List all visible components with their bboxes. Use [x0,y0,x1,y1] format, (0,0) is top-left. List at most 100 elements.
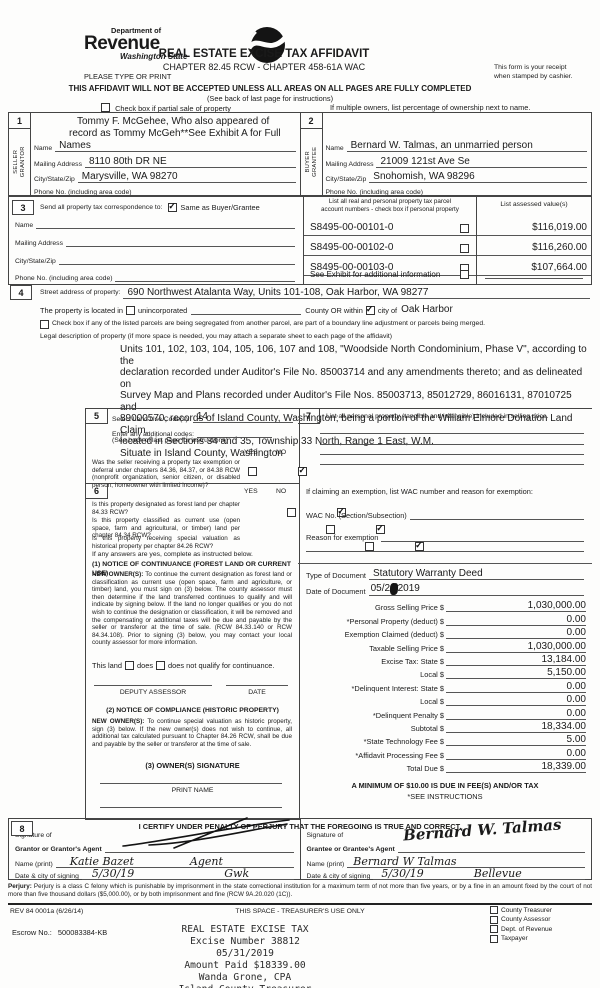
assessed-row: $107,664.00 [477,253,591,276]
partial-sale-label: Check box if partial sale of property [115,104,231,113]
q2-yes-checkbox [325,525,335,534]
legal-description-label: Legal description of property (if more s… [40,333,393,340]
date-of-document-row: Date of Document 05/212019 [306,582,584,596]
ink-overwrite: 1 [389,582,398,596]
buyer-strip: 2 BUYER GRANTEE [300,113,323,196]
land-does-not-checkbox [156,661,166,670]
grantee-signature-line [397,842,585,853]
seller-box: 1 SELLER GRANTOR Tommy F. McGehee, Who a… [9,113,300,196]
receipt-note: This form is your receipt when stamped b… [494,64,573,80]
type-of-document-value: Statutory Warranty Deed [372,568,483,579]
dor-logo: Department of Revenue Washington State [84,26,287,63]
grantor-signature-line [104,842,294,853]
notice-compliance-text: NEW OWNER(S): To continue special valuat… [92,718,292,748]
owner-signature-line [100,783,282,784]
yes-header: YES [244,449,258,456]
tax-row: Local $5,150.00 [420,667,586,680]
located-row: The property is located in unincorporate… [40,304,590,315]
grantee-name-print: Bernard W Talmas [353,855,457,868]
treasurer-space-label: THIS SPACE - TREASURER'S USE ONLY [235,908,365,915]
q2-no-checkbox [376,523,386,534]
owner-print-name-line [100,807,282,808]
q1: Is this property designated as forest la… [92,501,240,516]
grantor-signature-scrawl [119,816,294,850]
buyer-city-value: Snohomish, WA 98296 [373,171,475,182]
seller-name-line1: Tommy F. McGehee, Who also appeared of [77,116,270,127]
banner: THIS AFFIDAVIT WILL NOT BE ACCEPTED UNLE… [68,84,472,93]
routing-row: County Treasurer [490,906,552,914]
wac-blank [409,509,584,520]
grantee-signature-block: Signature of Grantee or Grantee's Agent … [299,815,592,880]
footer-rule [8,903,592,905]
tax-row: Gross Selling Price $1,030,000.00 [374,600,586,613]
seller-mailing-row: Mailing Address 8110 80th DR NE [34,156,296,168]
partial-sale-row: Check box if partial sale of property [98,103,231,113]
form-title: REAL ESTATE EXCISE TAX AFFIDAVIT [158,48,370,60]
wac-row: WAC No. (Section/Subsection) [306,509,584,520]
unincorporated-checkbox [125,306,135,315]
seller-city-value: Marysville, WA 98270 [81,171,178,182]
minimum-fee-note: A MINIMUM OF $10.00 IS DUE IN FEE(S) AND… [351,781,539,790]
reason-blank [381,531,584,542]
seller-name-value: Names [59,140,91,151]
grantor-date-signed: 5/30/19 [91,867,135,880]
tax-correspondence-section: 3 Send all property tax correspondence t… [8,195,592,285]
grantor-name-row: Name (print) Katie Bazet Agent [15,856,294,868]
grantor-city-signed: Gwk [224,867,250,880]
personal-property-column: 7 List all personal property (tangible a… [298,408,592,819]
city-of-value: Oak Harbor [401,304,453,315]
seller-mailing-value: 8110 80th DR NE [88,156,167,167]
corr-city-blank [58,254,295,265]
treasurer-stamp: REAL ESTATE EXCISE TAX Excise Number 388… [179,924,312,988]
section-4-number: 4 [10,285,32,300]
q3-yes-checkbox [364,542,374,551]
segregated-row: Check box if any of the listed parcels a… [40,320,590,329]
grantor-name-print: Katie Bazet [69,855,134,868]
legal-description: Units 101, 102, 103, 104, 105, 106, 107 … [120,344,587,459]
same-as-buyer-checkbox [168,201,178,212]
section-3-header: 3 Send all property tax correspondence t… [12,200,299,215]
buyer-box: 2 BUYER GRANTEE Name Bernard W. Talmas, … [299,113,592,196]
notice-continuance-text: NEW OWNER(S): To continue the current de… [92,571,292,647]
if-yes-note: If any answers are yes, complete as inst… [92,551,253,558]
see-back-note: (See back of last page for instructions) [112,437,228,444]
grantor-name-extra: Agent [189,855,223,868]
see-instructions-note: *SEE INSTRUCTIONS [407,792,483,801]
reason-row: Reason for exemption [306,531,584,542]
q5-no-checkbox [298,465,308,476]
land-does-checkbox [125,661,134,670]
assessed-blank [485,278,583,279]
county-treasurer-checkbox [490,906,498,914]
land-use-code: 14 [196,411,208,422]
print-name-label: PRINT NAME [171,787,214,794]
tax-row: Excise Tax: State $13,184.00 [381,653,586,666]
deputy-date-label: DATE [248,689,266,696]
grantor-signature-block: Signature of Grantor or Grantor's Agent … [9,816,300,880]
seller-name-row: Name Names [34,140,296,152]
q3-no-checkbox [415,540,425,551]
parcel-row: S8495-00-00101-0 [304,213,476,236]
buyer-name-row: Name Bernard W. Talmas, an unmarried per… [326,140,587,152]
claiming-exemption-note: If claiming an exemption, list WAC numbe… [306,487,533,496]
section-3-number: 3 [12,200,34,215]
type-of-document-row: Type of Document Statutory Warranty Deed [306,568,584,580]
section-8-number: 8 [11,821,33,836]
section-7-number-box: 7 [298,409,320,424]
personal-property-blank [320,444,584,445]
grantee-date-signed: 5/30/19 [381,867,424,880]
buyer-mailing-row: Mailing Address 21009 121st Ave Se [326,156,587,168]
q5-yes-checkbox [248,467,257,476]
deputy-date-line [226,685,288,686]
routing-checkboxes: County Treasurer County Assessor Dept. o… [490,906,552,944]
reason-blank-2 [306,551,584,552]
seller-city-row: City/State/Zip Marysville, WA 98270 [34,171,296,183]
assessed-row: $116,260.00 [477,233,591,256]
section-6-number-box: 6 [86,484,108,499]
exhibit-checkbox [460,270,469,280]
tax-row: Total Due $18,339.00 [406,761,586,774]
corr-name-blank [36,218,295,229]
street-address-value: 690 Northwest Atalanta Way, Units 101-10… [127,286,429,298]
corr-mailing-blank [65,236,295,247]
corr-phone-blank [115,271,295,282]
